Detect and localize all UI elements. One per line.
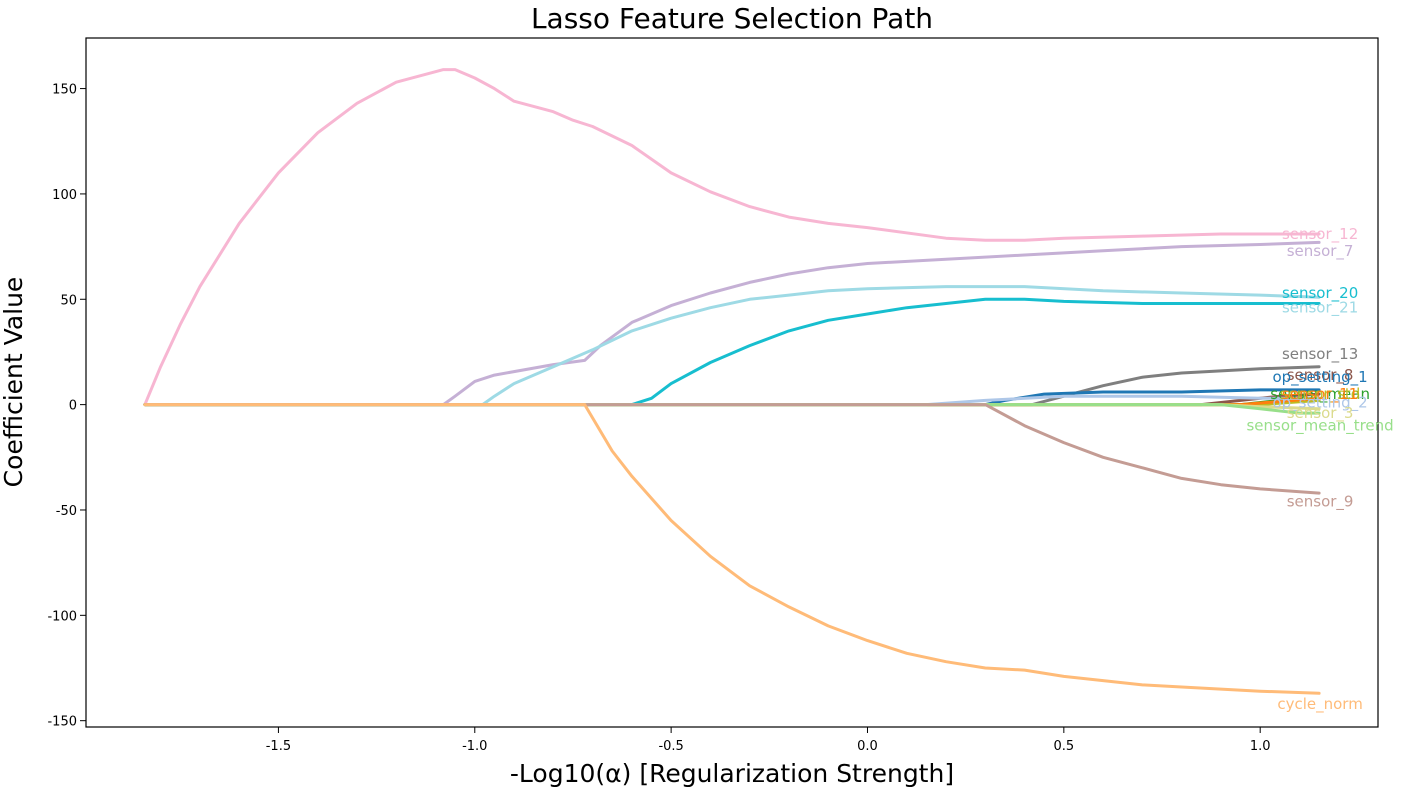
x-tick-label: 0.5 [1053, 739, 1074, 754]
series-label-cycle-norm: cycle_norm [1277, 695, 1362, 714]
series-line-sensor-13 [143, 365, 1321, 407]
y-tick-label: 50 [60, 293, 77, 308]
series-label-sensor-20: sensor_20 [1282, 284, 1358, 303]
x-tick-label: 1.0 [1250, 739, 1271, 754]
series-label-sensor-mean-trend: sensor_mean_trend [1246, 417, 1393, 436]
series-label-op-setting-1: op_setting_1 [1272, 368, 1367, 387]
plot-frame [85, 37, 1379, 728]
series-line-sensor-7 [143, 240, 1321, 407]
x-tick-label: -0.5 [658, 739, 683, 754]
y-tick-label: -100 [47, 609, 77, 624]
series-line-sensor-21 [143, 285, 1321, 407]
series-label-op-setting-2: op_setting_2 [1272, 394, 1367, 413]
series-line-sensor-12 [143, 68, 1321, 407]
y-tick-label: 100 [52, 188, 77, 203]
y-axis-title: Coefficient Value [0, 277, 28, 488]
x-tick-label: -1.0 [462, 739, 487, 754]
y-tick-label: -150 [47, 715, 77, 730]
x-tick-label: -1.5 [266, 739, 291, 754]
series-label-sensor-3: sensor_3 [1287, 404, 1354, 423]
series-label-sensor-11: sensor_11 [1282, 385, 1358, 404]
series-label-sensor-13: sensor_13 [1282, 345, 1358, 364]
y-tick-label: 150 [52, 83, 77, 98]
chart-title: Lasso Feature Selection Path [531, 2, 933, 35]
y-tick-label: -50 [56, 504, 77, 519]
series-label-sensor-7: sensor_7 [1287, 242, 1354, 261]
series-label-sensor-9: sensor_9 [1287, 493, 1354, 512]
series-label-sensor-mean: sensor_mean [1270, 385, 1370, 404]
x-tick-label: 0.0 [857, 739, 878, 754]
y-axis-ticks: -150 -100 -50 0 50 100 150 [47, 83, 86, 730]
series-line-sensor-9 [143, 403, 1321, 495]
x-axis-ticks: -1.5 -1.0 -0.5 0.0 0.5 1.0 [266, 727, 1271, 754]
series-label-sensor-std: sensor_std [1280, 385, 1360, 404]
series-label-sensor-12: sensor_12 [1282, 225, 1358, 244]
x-axis-title: -Log10(α) [Regularization Strength] [510, 759, 954, 788]
series-layer [143, 68, 1321, 695]
y-tick-label: 0 [69, 399, 77, 414]
series-line-cycle-norm [143, 403, 1321, 695]
series-line-sensor-20 [143, 297, 1321, 407]
series-label-sensor-21: sensor_21 [1282, 299, 1358, 318]
series-label-sensor-8: sensor_8 [1287, 366, 1354, 385]
